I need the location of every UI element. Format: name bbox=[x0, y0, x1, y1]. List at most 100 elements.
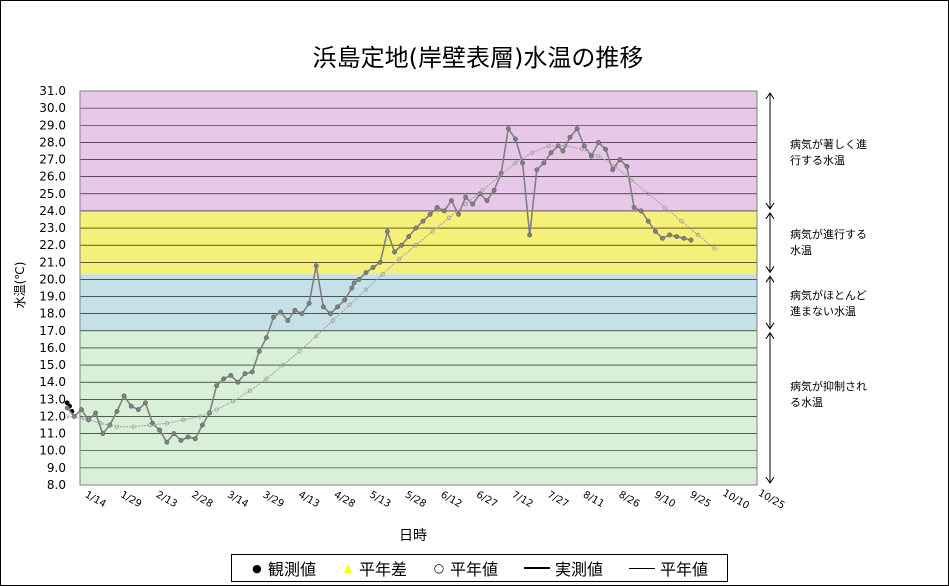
y-tick-label: 26.0 bbox=[39, 170, 66, 184]
legend-circle-icon: ○ bbox=[433, 561, 445, 575]
plot-border bbox=[79, 90, 758, 486]
series-3-point bbox=[413, 225, 419, 231]
series-3-point bbox=[327, 311, 333, 317]
legend-item-normal-line: 平年値 bbox=[628, 556, 708, 580]
y-tick-label: 15.0 bbox=[39, 358, 66, 372]
series-2-point bbox=[612, 164, 618, 169]
series-2-point bbox=[446, 215, 452, 220]
x-axis-label: 日時 bbox=[399, 528, 427, 544]
series-3-point bbox=[513, 136, 518, 142]
series-3-point bbox=[64, 405, 70, 411]
x-tick-label: 2/28 bbox=[190, 489, 215, 510]
series-3-point bbox=[610, 167, 616, 173]
legend-label: 実測値 bbox=[554, 560, 603, 579]
x-tick-label: 5/13 bbox=[367, 489, 392, 510]
series-3-point bbox=[128, 403, 134, 409]
series-3-point bbox=[271, 314, 276, 320]
series-3-point bbox=[681, 235, 687, 241]
y-tick-label: 17.0 bbox=[39, 324, 66, 338]
series-3-point bbox=[399, 242, 405, 248]
series-3-point bbox=[377, 259, 383, 265]
series-2-point bbox=[513, 160, 518, 166]
y-tick-label: 10.0 bbox=[39, 444, 66, 458]
series-3-point bbox=[299, 311, 305, 317]
zone-band bbox=[80, 330, 757, 485]
legend-thick-line-icon bbox=[523, 567, 550, 569]
series-3-point bbox=[100, 431, 106, 437]
series-3-point bbox=[574, 126, 580, 132]
legend: ● 観測値 ▲ 平年差 ○ 平年値 実測値 平年値 bbox=[231, 554, 728, 582]
series-2-point bbox=[679, 219, 684, 224]
series-3-point bbox=[178, 438, 184, 443]
y-tick-label: 11.0 bbox=[39, 427, 66, 441]
y-tick-label: 16.0 bbox=[39, 341, 66, 355]
zone-arrows bbox=[765, 92, 775, 484]
series-2-point bbox=[347, 302, 352, 308]
x-tick-label: 5/28 bbox=[403, 489, 428, 510]
series-3-point bbox=[320, 304, 326, 310]
series-3-point bbox=[534, 167, 540, 173]
x-tick-label: 1/14 bbox=[83, 489, 108, 510]
x-tick-label: 10/25 bbox=[756, 488, 786, 512]
series-3-point bbox=[688, 237, 694, 243]
grid-lines bbox=[80, 90, 757, 486]
legend-label: 平年差 bbox=[358, 560, 407, 579]
series-2-point bbox=[712, 246, 717, 251]
zone-label-line1: 病気が抑制され bbox=[790, 379, 867, 393]
zone-arrow-head bbox=[765, 331, 775, 340]
series-2-point bbox=[662, 205, 668, 210]
series-3-point bbox=[121, 393, 127, 399]
series-3-point bbox=[406, 234, 412, 240]
series-3-point bbox=[342, 297, 348, 303]
zone-band bbox=[80, 91, 757, 211]
y-tick-label: 29.0 bbox=[39, 118, 66, 132]
y-tick-labels: 8.0 9.0 10.0 11.0 12.0 13.0 14.0 15.0 16.0 17.0 18… bbox=[39, 84, 66, 492]
series-3-point bbox=[660, 235, 665, 241]
series-3-point bbox=[71, 414, 77, 419]
zone-arrow-head bbox=[765, 212, 775, 220]
y-axis-label: 水温(℃) bbox=[13, 262, 27, 309]
zone-label-line1: 病気がほとんど bbox=[790, 288, 867, 302]
series-3-point bbox=[313, 263, 319, 269]
series-3-point bbox=[214, 383, 220, 389]
series-3-point bbox=[256, 348, 262, 354]
y-tick-label: 9.0 bbox=[47, 461, 66, 475]
series-3-point bbox=[306, 300, 312, 306]
series-3-point bbox=[624, 163, 630, 169]
series-3-point bbox=[420, 218, 426, 224]
legend-item-observed: ● 観測値 bbox=[251, 556, 316, 580]
x-tick-label: 4/13 bbox=[296, 489, 321, 510]
series-2-point bbox=[380, 272, 385, 277]
series-3-point bbox=[363, 270, 369, 276]
legend-label: 平年値 bbox=[659, 560, 708, 579]
series-3-point bbox=[505, 126, 511, 132]
series-3-point bbox=[434, 205, 440, 210]
series-2-point bbox=[231, 398, 236, 404]
series-3-point bbox=[114, 408, 120, 414]
series-3-point bbox=[645, 218, 651, 224]
series-2-point bbox=[280, 362, 286, 368]
y-tick-label: 14.0 bbox=[39, 375, 66, 389]
series-2-point bbox=[529, 150, 535, 155]
series-2-point bbox=[264, 376, 269, 381]
x-tick-label: 9/10 bbox=[652, 489, 677, 510]
series-3-point bbox=[263, 335, 269, 341]
zone-arrow-head bbox=[765, 322, 775, 330]
series-3-point bbox=[171, 431, 177, 437]
series-2-point bbox=[430, 229, 435, 234]
zone-labels: 病気が著しく進行する水温病気が進行する水温病気がほとんど進まない水温病気が抑制さ… bbox=[790, 137, 867, 409]
series-3-point bbox=[441, 208, 447, 214]
x-tick-label: 6/12 bbox=[439, 489, 464, 510]
y-tick-label: 31.0 bbox=[39, 84, 66, 98]
y-tick-label: 22.0 bbox=[39, 238, 66, 252]
zone-label-line1: 病気が進行する bbox=[790, 227, 867, 241]
series-3-point bbox=[567, 134, 573, 140]
series-2-point bbox=[214, 407, 219, 412]
series-3-point bbox=[484, 198, 490, 204]
y-tick-label: 12.0 bbox=[39, 409, 66, 423]
series-3-point bbox=[448, 198, 454, 204]
legend-item-anomaly: ▲ 平年差 bbox=[342, 556, 407, 580]
y-tick-label: 19.0 bbox=[39, 290, 66, 304]
series-3-point bbox=[164, 439, 170, 445]
x-tick-label: 8/11 bbox=[581, 489, 606, 510]
